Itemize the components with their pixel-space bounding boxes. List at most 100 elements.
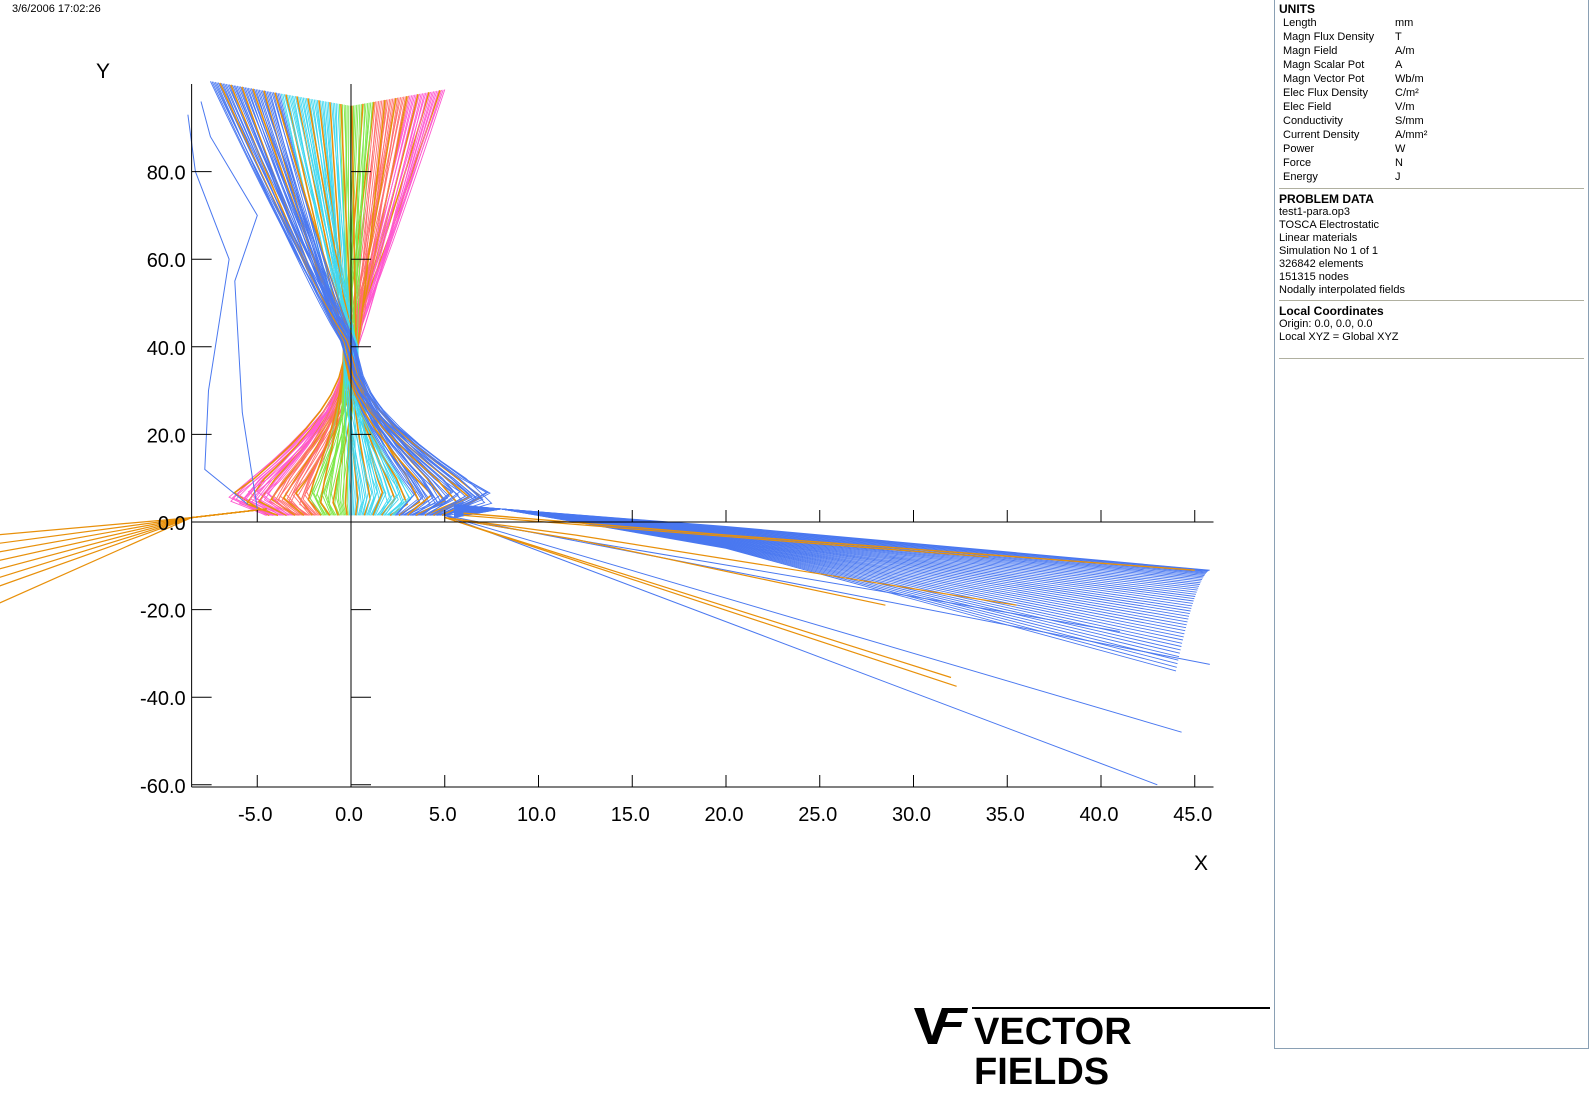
unit-quantity: Current Density [1283,129,1360,141]
problem-data-line: 326842 elements [1279,258,1364,270]
x-tick-label: 30.0 [892,804,931,826]
timestamp: 3/6/2006 17:02:26 [12,3,101,15]
trajectory-line [444,517,957,687]
trajectory-line [187,114,249,505]
x-tick-label: 15.0 [611,804,650,826]
logo-rule [972,1007,1270,1009]
trajectory-line [290,99,391,516]
unit-value: Wb/m [1395,73,1424,85]
trajectory-line [444,517,886,606]
trajectory-line [0,508,267,587]
unit-value: A [1395,59,1403,71]
trajectory-line [272,96,406,516]
problem-data-line: Linear materials [1279,232,1358,244]
y-tick-label: 20.0 [147,425,186,447]
units-section: UNITS Length mm Magn Flux Density T Magn Fie… [1275,0,1588,188]
y-tick-label: 40.0 [147,338,186,360]
unit-row: Current Density A/mm² [1279,128,1584,142]
x-tick-label: 0.0 [335,804,363,826]
divider [1279,188,1584,189]
unit-value: T [1395,31,1402,43]
trajectory-line [444,514,1158,786]
trajectory-line [219,82,483,517]
problem-data-list: test1-para.op3 TOSCA Electrostatic Linear … [1279,206,1584,297]
trajectory-line [454,508,1182,647]
vector-fields-logo: VECTOR FIELDS [912,1004,1272,1092]
x-tick-label: 40.0 [1080,804,1119,826]
trajectory-line [454,508,1184,638]
problem-data-line: test1-para.op3 [1279,206,1350,218]
unit-value: mm [1395,17,1414,29]
local-coordinates-list: Origin: 0.0, 0.0, 0.0 Local XYZ = Global … [1279,318,1584,344]
y-tick-label: 0.0 [158,513,186,535]
problem-data-line: TOSCA Electrostatic [1279,219,1380,231]
unit-quantity: Force [1283,157,1312,169]
unit-value: A/mm² [1395,129,1428,141]
trajectory-plot: -5.0 0.0 5.0 10.0 15.0 20.0 25.0 30.0 35.0 40.0 45… [0,60,1214,875]
unit-value: W [1395,143,1406,155]
unit-quantity: Magn Vector Pot [1283,73,1365,85]
trajectory-lines [0,81,1210,786]
x-tick-label: 45.0 [1173,804,1212,826]
unit-row: Energy J [1279,170,1584,184]
logo-text: VECTOR FIELDS [974,1011,1132,1093]
info-panel: UNITS Length mm Magn Flux Density T Magn Fie… [1274,0,1589,1049]
trajectory-line [231,89,443,516]
unit-row: Length mm [1279,16,1584,30]
unit-quantity: Power [1283,143,1315,155]
unit-quantity: Elec Flux Density [1283,87,1368,99]
unit-value: V/m [1395,101,1415,113]
unit-quantity: Length [1283,17,1317,29]
y-axis-label: Y [96,60,110,83]
x-tick-label: 35.0 [986,804,1025,826]
local-coordinates-title: Local Coordinates [1279,304,1384,318]
unit-quantity: Elec Field [1283,101,1332,113]
unit-value: N [1395,157,1403,169]
trajectory-line [463,512,1195,571]
y-tick-label: 80.0 [147,163,186,185]
unit-row: Conductivity S/mm [1279,114,1584,128]
trajectory-line [463,514,989,558]
y-tick-label: -40.0 [140,688,186,710]
trajectory-line [244,91,432,516]
trajectory-line [247,87,451,516]
unit-row: Power W [1279,142,1584,156]
trajectory-line [454,508,1180,654]
trajectory-line [444,517,1017,606]
unit-quantity: Magn Flux Density [1283,31,1375,43]
divider [1279,358,1584,359]
trajectory-line [271,91,424,516]
x-axis-label: X [1194,852,1208,875]
local-coordinates-line: Origin: 0.0, 0.0, 0.0 [1279,318,1373,330]
y-tick-label: -60.0 [140,776,186,798]
unit-value: J [1395,171,1401,183]
unit-quantity: Magn Field [1283,45,1338,57]
plot-axes: -5.0 0.0 5.0 10.0 15.0 20.0 25.0 30.0 35.0 40.0 45… [140,84,1214,826]
x-tick-label: 25.0 [798,804,837,826]
trajectory-line [454,508,1183,641]
unit-row: Force N [1279,156,1584,170]
trajectory-line [331,102,357,516]
trajectory-line [213,81,490,516]
unit-quantity: Magn Scalar Pot [1283,59,1365,71]
unit-value: S/mm [1395,115,1424,127]
problem-data-title: PROBLEM DATA [1279,192,1374,206]
trajectory-line [209,81,493,516]
problem-data-line: Simulation No 1 of 1 [1279,245,1379,257]
x-tick-label: 5.0 [429,804,457,826]
unit-row: Elec Flux Density C/m² [1279,86,1584,100]
problem-data-section: PROBLEM DATA test1-para.op3 TOSCA Electro… [1275,189,1588,300]
unit-quantity: Conductivity [1283,115,1343,127]
unit-row: Magn Vector Pot Wb/m [1279,72,1584,86]
trajectory-line [454,508,1181,651]
problem-data-line: 151315 nodes [1279,271,1349,283]
x-tick-label: 10.0 [517,804,556,826]
vf-logo-mark-icon [914,1008,968,1044]
unit-row: Elec Field V/m [1279,100,1584,114]
trajectory-line [0,508,267,570]
x-tick-label: -5.0 [238,804,272,826]
unit-row: Magn Field A/m [1279,44,1584,58]
unit-row: Magn Scalar Pot A [1279,58,1584,72]
y-tick-label: 60.0 [147,250,186,272]
divider [1279,300,1584,301]
